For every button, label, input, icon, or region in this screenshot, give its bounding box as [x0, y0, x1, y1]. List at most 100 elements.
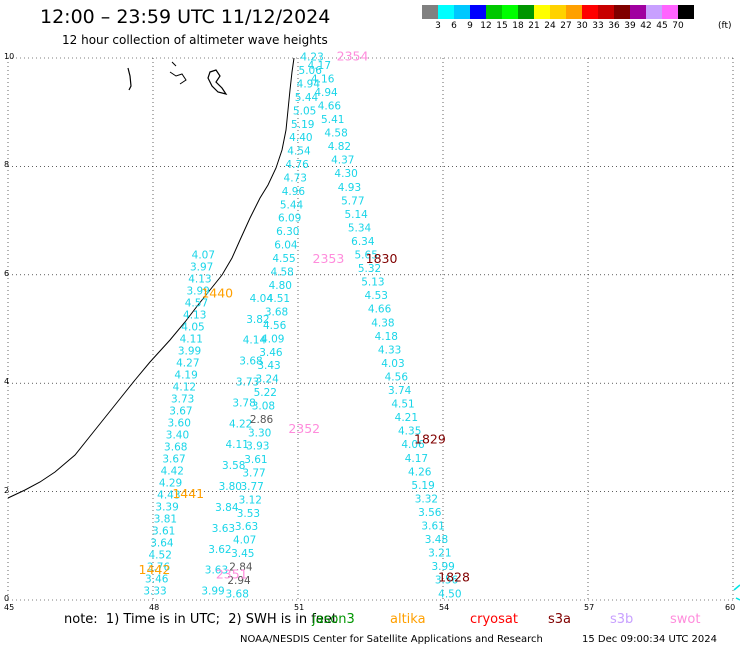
island-2 — [169, 61, 187, 85]
colorbar-swatch — [438, 5, 454, 19]
swh-value: 3.63 — [212, 523, 235, 535]
swh-value: 4.06 — [401, 439, 425, 451]
swh-value: 4.12 — [173, 382, 196, 394]
swh-value: 4.09 — [261, 333, 284, 345]
swh-value: 4.05 — [181, 322, 204, 334]
swh-value: 3.84 — [215, 502, 239, 514]
track-id-label: 1828 — [438, 570, 470, 585]
swh-value: 4.03 — [381, 358, 404, 370]
colorbar-units: (ft) — [718, 21, 732, 31]
track-id-label: 2353 — [313, 251, 345, 266]
swh-value: 4.18 — [375, 331, 398, 343]
swh-value: 3.99 — [201, 586, 224, 598]
swh-value: 3.32 — [415, 493, 438, 505]
x-tick-label: 57 — [584, 603, 595, 612]
colorbar-swatch — [646, 5, 662, 19]
swh-value: 3.99 — [186, 286, 209, 298]
satellite-legend-cryosat: cryosat — [470, 612, 518, 627]
swh-value: 3.63 — [205, 565, 228, 577]
colorbar — [422, 5, 694, 20]
colorbar-swatch — [454, 5, 470, 19]
swh-value: 3.80 — [219, 481, 242, 493]
swh-value: 2.94 — [227, 575, 251, 587]
swh-value: 5.19 — [411, 480, 434, 492]
swh-value: 3.08 — [252, 400, 275, 412]
grid-lines — [7, 57, 734, 601]
colorbar-swatch — [566, 5, 582, 19]
colorbar-label: 45 — [656, 21, 668, 31]
swh-value: 4.33 — [378, 344, 401, 356]
y-tick-label: 8 — [4, 160, 10, 170]
swh-value: 3.68 — [164, 442, 187, 454]
swh-value: 3.48 — [425, 534, 448, 546]
swh-value: 3.67 — [162, 454, 185, 466]
y-tick-label: 4 — [4, 377, 10, 387]
y-tick-label: 0 — [4, 594, 10, 603]
y-tick-label: 2 — [4, 485, 10, 495]
track-id-label: 1830 — [366, 251, 398, 266]
swh-value: 4.80 — [269, 280, 292, 292]
swh-value: 3.60 — [168, 418, 191, 430]
colorbar-label: 21 — [528, 21, 540, 31]
swh-value: 4.42 — [161, 466, 184, 478]
swh-value: 4.23 — [300, 52, 323, 64]
colorbar-label: 70 — [672, 21, 684, 31]
swh-value: 5.05 — [293, 105, 316, 117]
swh-value: 4.96 — [282, 186, 306, 198]
datestamp: 15 Dec 09:00:34 UTC 2024 — [582, 634, 717, 645]
swh-value: 3.76 — [147, 562, 171, 574]
swh-value: 4.93 — [338, 182, 361, 194]
track-id-labels: 2354 2353 1830 1440 2352 1829 1441 2351 1442 1828 — [139, 49, 471, 585]
colorbar-label: 18 — [512, 21, 524, 31]
swh-value: 4.51 — [391, 399, 414, 411]
swh-value: 3.77 — [240, 481, 263, 493]
colorbar-swatch — [470, 5, 486, 19]
swh-value: 4.58 — [324, 128, 347, 140]
swh-value: 4.13 — [188, 274, 211, 286]
track-id-label: 2351 — [216, 566, 248, 581]
swh-value: 4.11 — [226, 439, 249, 451]
swh-value: 4.14 — [243, 335, 267, 347]
satellite-legend-jason3: jason3 — [312, 612, 355, 627]
swh-value: 2.86 — [250, 414, 274, 426]
coastline — [7, 57, 295, 499]
swh-value: 5.14 — [344, 209, 368, 221]
footer-note: note: 1) Time is in UTC; 2) SWH is in fe… — [64, 612, 337, 627]
swh-value: 6.09 — [278, 213, 301, 225]
colorbar-swatch — [486, 5, 502, 19]
colorbar-label: 36 — [608, 21, 620, 31]
swh-value: 5.34 — [348, 222, 372, 234]
swh-value: 4.35 — [398, 426, 421, 438]
x-tick-label: 45 — [4, 603, 15, 612]
colorbar-label: 12 — [480, 21, 492, 31]
satellite-legend-swot: swot — [670, 612, 701, 627]
swh-value: 3.61 — [152, 526, 175, 538]
map-title: 12:00 – 23:59 UTC 11/12/2024 — [40, 6, 331, 28]
swh-labels: 4.073.974.133.994.574.134.054.113.994.27… — [143, 52, 461, 601]
x-tick-label: 51 — [294, 603, 305, 612]
swh-value: 4.51 — [267, 293, 290, 305]
swh-value: 6.04 — [274, 240, 298, 252]
x-tick-label: 48 — [149, 603, 160, 612]
swh-value: 3.73 — [171, 394, 194, 406]
swh-value: 3.46 — [145, 574, 169, 586]
swh-value: 2.84 — [229, 561, 253, 573]
swh-value: 6.30 — [276, 226, 299, 238]
x-tick-label: 60 — [725, 603, 736, 612]
colorbar-label: 27 — [560, 21, 572, 31]
swh-value: 3.24 — [255, 374, 279, 386]
swh-value: 3.63 — [235, 521, 258, 533]
satellite-legend-altika: altika — [390, 612, 426, 627]
swh-value: 5.41 — [321, 114, 344, 126]
swh-value: 4.55 — [272, 253, 295, 265]
island-1 — [127, 67, 132, 91]
swh-value: 4.76 — [285, 159, 309, 171]
swh-value: 5.44 — [295, 92, 319, 104]
credit-line: NOAA/NESDIS Center for Satellite Applica… — [240, 634, 543, 645]
track-id-label: 2354 — [337, 49, 369, 64]
track-id-label: 1440 — [201, 286, 233, 301]
swh-value: 3.81 — [154, 514, 177, 526]
swh-value: 3.97 — [190, 262, 213, 274]
swh-value: 4.54 — [287, 146, 311, 158]
swh-value: 5.13 — [361, 277, 384, 289]
